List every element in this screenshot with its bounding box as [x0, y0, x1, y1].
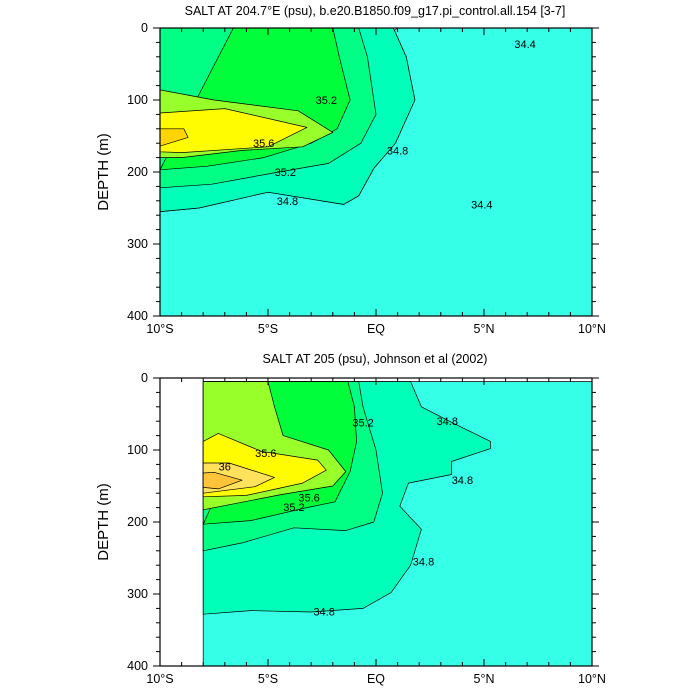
contour-label: 34.4	[514, 39, 535, 51]
x-tick-label: 10°S	[146, 672, 173, 686]
y-tick-label: 0	[141, 21, 148, 35]
x-tick-label: 10°N	[578, 672, 606, 686]
panel-observed: SALT AT 205 (psu), Johnson et al (2002) …	[95, 352, 606, 686]
contour-band-35.6-35.8	[160, 108, 308, 153]
panel-observed-ylabel: DEPTH (m)	[95, 483, 112, 561]
y-tick-label: 400	[127, 659, 148, 673]
y-tick-label: 100	[127, 443, 148, 457]
contour-label: 35.6	[298, 493, 319, 505]
contour-label: 34.4	[471, 199, 492, 211]
y-tick-label: 200	[127, 165, 148, 179]
panel-model-plot: 34.4 35.2 35.6 34.8 35.2 34.8 34.4 10°S 5°S EQ 5°N…	[127, 21, 606, 336]
contour-label: 35.2	[283, 502, 304, 514]
y-tick-label: 200	[127, 515, 148, 529]
contour-label: 34.8	[413, 557, 434, 569]
contour-label: 35.6	[255, 448, 276, 460]
contour-band-36.0	[202, 471, 243, 490]
x-tick-label: 5°N	[474, 322, 495, 336]
x-tick-label: 5°S	[258, 322, 278, 336]
contour-label: 34.8	[277, 196, 298, 208]
contour-label: 35.2	[316, 95, 337, 107]
contour-label: 35.2	[352, 418, 373, 430]
panel-model-title: SALT AT 204.7°E (psu), b.e20.B1850.f09_g…	[185, 4, 566, 18]
x-tick-label: EQ	[367, 322, 385, 336]
y-tick-label: 400	[127, 309, 148, 323]
contour-label: 34.8	[437, 416, 458, 428]
y-tick-label: 100	[127, 93, 148, 107]
contour-label: 34.8	[313, 606, 334, 618]
x-tick-label: EQ	[367, 672, 385, 686]
contour-label: 34.8	[387, 145, 408, 157]
panel-model: SALT AT 204.7°E (psu), b.e20.B1850.f09_g…	[95, 4, 606, 336]
x-tick-label: 5°S	[258, 672, 278, 686]
panel-model-ylabel: DEPTH (m)	[95, 133, 112, 211]
y-tick-label: 0	[141, 371, 148, 385]
y-tick-label: 300	[127, 237, 148, 251]
x-tick-label: 5°N	[474, 672, 495, 686]
contour-label: 34.8	[452, 475, 473, 487]
panel-observed-title: SALT AT 205 (psu), Johnson et al (2002)	[263, 352, 488, 366]
contour-label: 35.6	[253, 138, 274, 150]
contour-label: 35.2	[275, 167, 296, 179]
x-tick-label: 10°S	[146, 322, 173, 336]
contour-label: 36	[219, 462, 231, 474]
y-tick-label: 300	[127, 587, 148, 601]
x-tick-label: 10°N	[578, 322, 606, 336]
contour-band-35.8	[160, 128, 189, 147]
